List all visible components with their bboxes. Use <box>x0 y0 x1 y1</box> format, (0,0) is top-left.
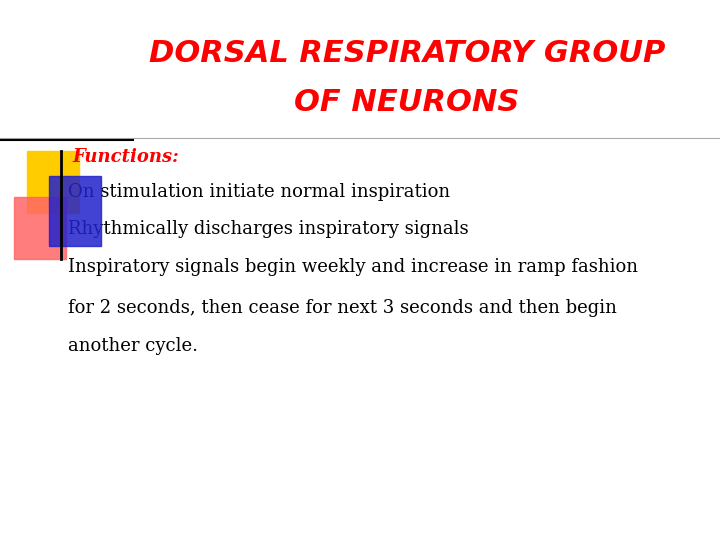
Bar <box>14 197 66 259</box>
Bar <box>27 151 79 213</box>
Text: OF NEURONS: OF NEURONS <box>294 88 520 117</box>
Bar <box>49 176 101 246</box>
Text: for 2 seconds, then cease for next 3 seconds and then begin: for 2 seconds, then cease for next 3 sec… <box>68 299 617 317</box>
Text: Rhythmically discharges inspiratory signals: Rhythmically discharges inspiratory sign… <box>68 220 469 239</box>
Text: Functions:: Functions: <box>72 147 179 166</box>
Text: On stimulation initiate normal inspiration: On stimulation initiate normal inspirati… <box>68 183 451 201</box>
Text: another cycle.: another cycle. <box>68 336 199 355</box>
Text: Inspiratory signals begin weekly and increase in ramp fashion: Inspiratory signals begin weekly and inc… <box>68 258 639 276</box>
Text: DORSAL RESPIRATORY GROUP: DORSAL RESPIRATORY GROUP <box>148 39 665 69</box>
